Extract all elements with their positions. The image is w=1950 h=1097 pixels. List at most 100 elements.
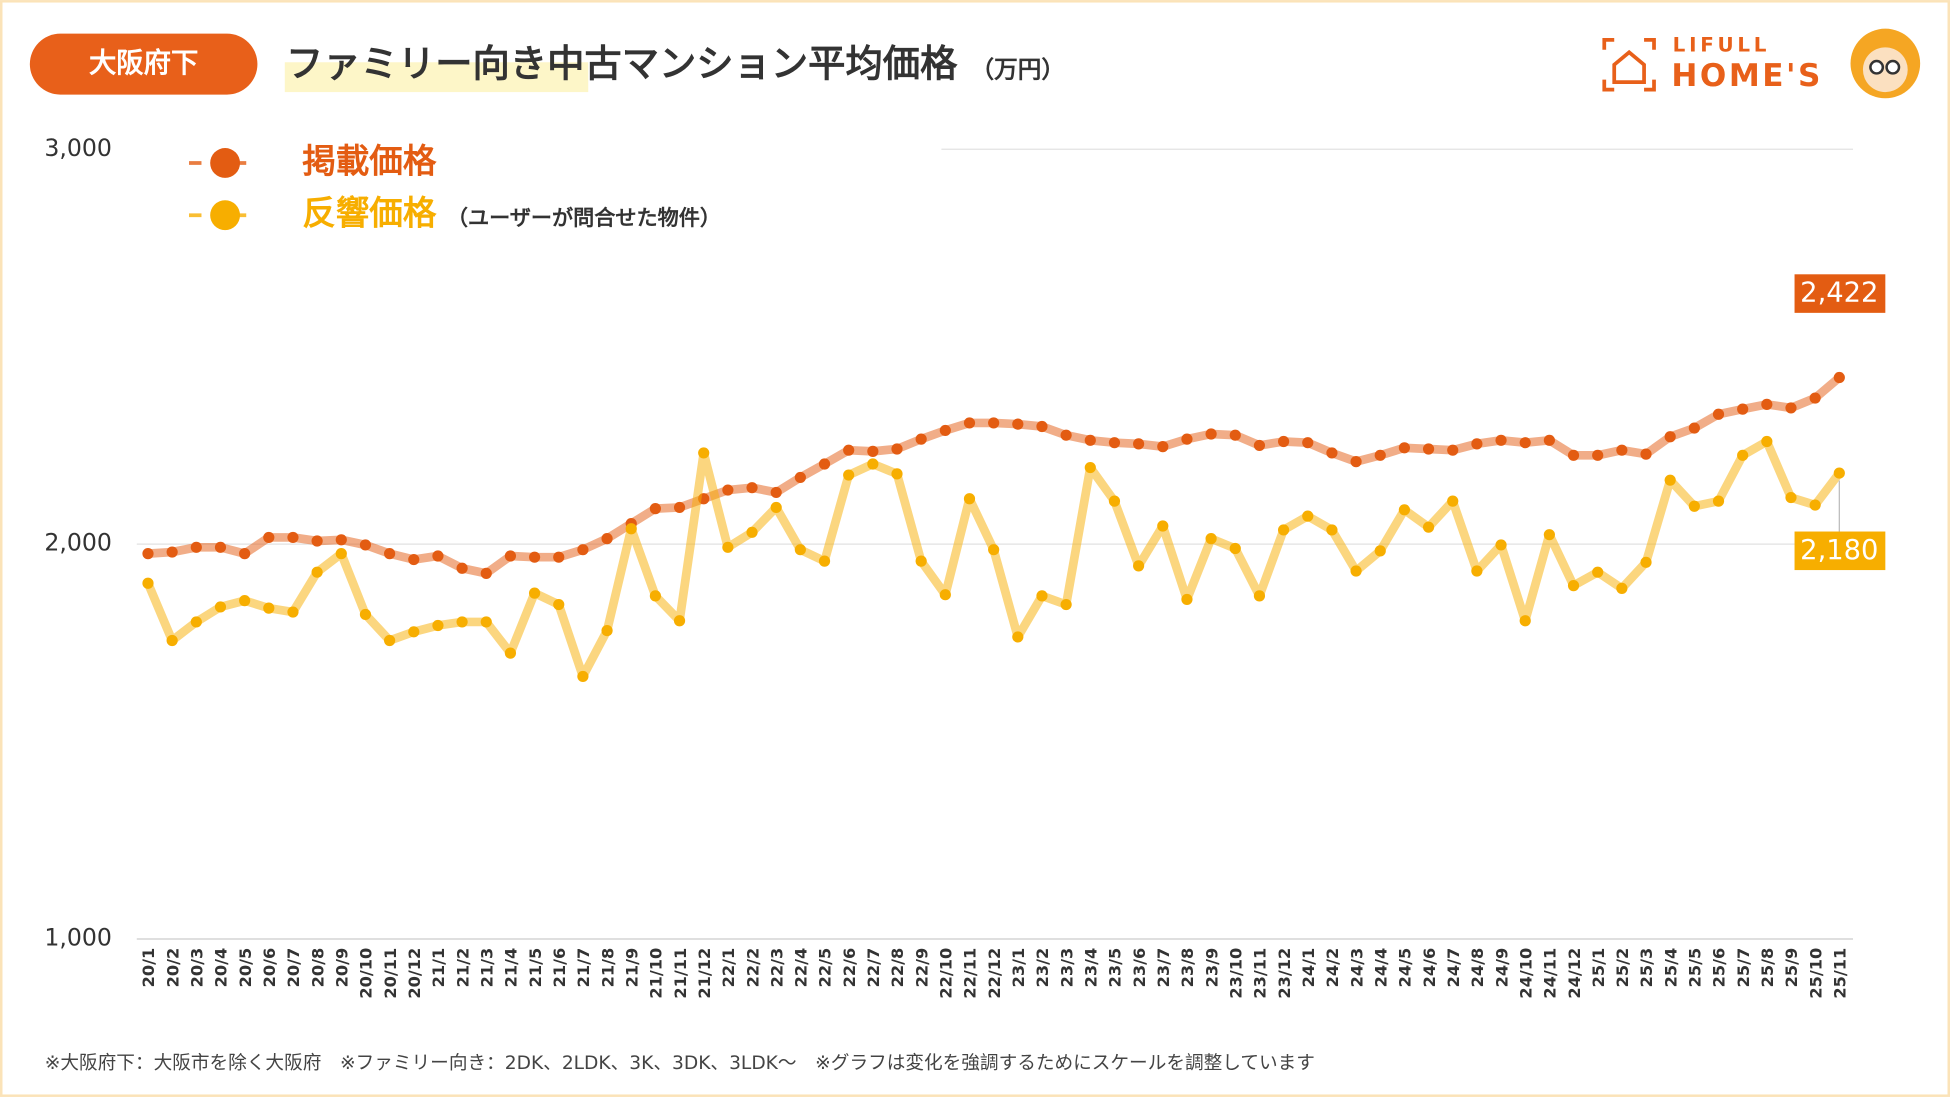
data-point bbox=[384, 634, 396, 647]
data-point bbox=[722, 541, 734, 553]
data-point bbox=[1374, 545, 1386, 557]
x-tick-label: 20/8 bbox=[308, 948, 327, 988]
x-tick-label: 25/1 bbox=[1589, 948, 1608, 988]
data-point bbox=[1640, 448, 1652, 460]
logo-frame bbox=[1602, 37, 1656, 92]
data-point bbox=[988, 417, 1000, 429]
data-point bbox=[649, 590, 661, 602]
data-point bbox=[1761, 398, 1773, 410]
x-tick-label: 21/9 bbox=[622, 948, 641, 988]
value-label: 2,422 bbox=[1800, 278, 1878, 309]
data-point bbox=[432, 619, 444, 632]
data-point bbox=[1422, 521, 1435, 533]
data-point bbox=[1688, 422, 1700, 434]
value-label: 2,180 bbox=[1800, 535, 1878, 566]
data-point bbox=[239, 595, 251, 607]
value-label-box bbox=[1794, 531, 1886, 571]
x-tick-label: 25/6 bbox=[1710, 948, 1729, 988]
data-point bbox=[698, 447, 710, 459]
data-point bbox=[722, 484, 734, 496]
data-point bbox=[577, 544, 589, 556]
x-tick-label: 22/12 bbox=[985, 948, 1004, 999]
x-tick-label: 23/12 bbox=[1275, 948, 1294, 999]
data-point bbox=[1519, 615, 1531, 627]
data-point bbox=[263, 531, 275, 544]
data-point bbox=[166, 546, 178, 558]
logo-house bbox=[1612, 49, 1646, 85]
data-point bbox=[528, 551, 541, 563]
x-tick-label: 20/10 bbox=[357, 948, 376, 999]
data-point bbox=[891, 443, 903, 455]
data-point bbox=[843, 469, 855, 481]
x-tick-label: 23/4 bbox=[1082, 948, 1101, 988]
data-point bbox=[1471, 438, 1483, 450]
x-tick-label: 24/5 bbox=[1396, 948, 1415, 988]
data-point bbox=[1737, 403, 1749, 415]
data-point bbox=[1761, 435, 1773, 448]
x-tick-label: 21/7 bbox=[574, 948, 593, 988]
data-point bbox=[1809, 392, 1821, 404]
data-point bbox=[1592, 566, 1604, 578]
data-point bbox=[1205, 533, 1217, 545]
y-tick-label: 1,000 bbox=[44, 923, 112, 951]
x-tick-label: 23/6 bbox=[1130, 948, 1149, 988]
x-tick-label: 25/3 bbox=[1637, 948, 1656, 988]
data-point bbox=[1012, 418, 1024, 430]
data-point bbox=[1737, 449, 1749, 461]
data-point bbox=[1833, 467, 1845, 479]
x-tick-label: 23/7 bbox=[1154, 948, 1173, 988]
x-tick-label: 25/7 bbox=[1734, 948, 1753, 988]
title-highlight bbox=[284, 62, 589, 93]
data-point bbox=[1398, 442, 1411, 454]
data-point bbox=[891, 468, 903, 480]
data-point bbox=[939, 589, 951, 601]
data-point bbox=[1616, 444, 1628, 456]
data-point bbox=[190, 541, 202, 553]
legend-marker bbox=[210, 200, 241, 231]
data-point bbox=[843, 444, 855, 456]
mascot-eye bbox=[1885, 59, 1901, 75]
x-tick-label: 24/12 bbox=[1565, 948, 1584, 999]
x-tick-label: 24/4 bbox=[1371, 948, 1390, 988]
data-point bbox=[1374, 449, 1386, 461]
x-tick-label: 24/9 bbox=[1492, 948, 1511, 988]
data-point bbox=[1712, 495, 1725, 507]
data-point bbox=[1398, 504, 1411, 516]
x-tick-label: 21/1 bbox=[429, 948, 448, 988]
data-point bbox=[1833, 371, 1845, 384]
logo-top: LIFULL bbox=[1673, 34, 1771, 57]
data-point bbox=[1326, 524, 1338, 536]
data-point bbox=[311, 566, 323, 578]
x-tick-label: 25/2 bbox=[1613, 948, 1632, 988]
data-point bbox=[794, 471, 806, 484]
x-tick-label: 20/3 bbox=[188, 948, 207, 988]
data-point bbox=[504, 550, 517, 562]
data-point bbox=[190, 616, 202, 628]
x-tick-label: 20/6 bbox=[260, 948, 279, 988]
x-tick-label: 24/11 bbox=[1541, 948, 1560, 999]
data-point bbox=[1712, 408, 1725, 420]
data-point bbox=[1277, 524, 1290, 536]
x-tick-label: 24/3 bbox=[1347, 948, 1366, 988]
data-point bbox=[1084, 461, 1096, 474]
data-point bbox=[142, 548, 154, 560]
x-tick-label: 20/2 bbox=[163, 948, 182, 988]
x-tick-label: 20/4 bbox=[212, 948, 231, 988]
x-tick-label: 24/1 bbox=[1299, 948, 1318, 988]
x-tick-label: 23/1 bbox=[1009, 948, 1028, 988]
x-tick-label: 25/10 bbox=[1806, 948, 1825, 999]
data-point bbox=[1422, 443, 1435, 455]
data-point bbox=[1664, 431, 1676, 443]
x-tick-label: 21/12 bbox=[695, 948, 714, 999]
data-point bbox=[1108, 495, 1121, 507]
x-tick-label: 22/9 bbox=[912, 948, 931, 988]
data-point bbox=[1012, 631, 1024, 643]
x-tick-label: 22/5 bbox=[816, 948, 835, 988]
x-tick-label: 21/2 bbox=[453, 948, 472, 988]
data-point bbox=[1616, 582, 1628, 594]
data-point bbox=[528, 587, 541, 599]
data-point bbox=[1133, 438, 1145, 450]
x-tick-label: 25/5 bbox=[1686, 948, 1705, 988]
data-point bbox=[818, 458, 831, 470]
logo-bottom: HOME'S bbox=[1671, 58, 1822, 94]
